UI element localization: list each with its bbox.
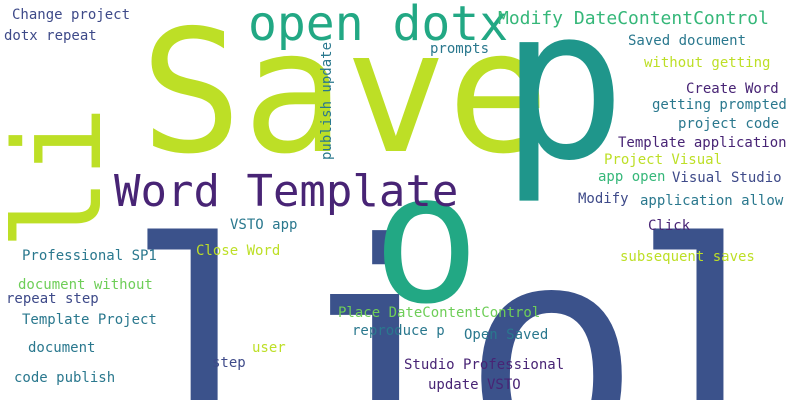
word-close-word: Close Word xyxy=(196,244,280,258)
word-publish-update: publish update xyxy=(320,42,334,160)
word-modify-datecontentcontrol: Modify DateContentControl xyxy=(498,10,769,28)
word-studio-professional: Studio Professional xyxy=(404,358,564,372)
word-prompts: prompts xyxy=(430,42,489,56)
word-visual-studio: Visual Studio xyxy=(672,171,782,185)
word-document: document xyxy=(28,341,95,355)
word-template-application: Template application xyxy=(618,136,787,150)
word-project-code: project code xyxy=(678,117,779,131)
word-application-allow: application allow xyxy=(640,194,783,208)
word-subsequent-saves: subsequent saves xyxy=(620,250,755,264)
word-dotx-repeat: dotx repeat xyxy=(4,29,97,43)
word-code-publish: code publish xyxy=(14,371,115,385)
word-getting-prompted: getting prompted xyxy=(652,98,787,112)
word-professional-sp1: Professional SP1 xyxy=(22,249,157,263)
word-update-vsto: update VSTO xyxy=(428,378,521,392)
word-user: user xyxy=(252,341,286,355)
word-reproduce-p: reproduce p xyxy=(352,324,445,338)
word-app-open: app open xyxy=(598,170,665,184)
word-word-template: Word Template xyxy=(114,170,458,214)
word-step: step xyxy=(212,356,246,370)
word-repeat-step: repeat step xyxy=(6,292,99,306)
word-without-getting: without getting xyxy=(644,56,770,70)
word-change-project: Change project xyxy=(12,8,130,22)
word-open-saved: Open Saved xyxy=(464,328,548,342)
word-place-datecontentcontrol: Place DateContentControl xyxy=(338,306,540,320)
word-modify: Modify xyxy=(578,192,629,206)
word-project-visual: Project Visual xyxy=(604,153,722,167)
word-vsto-app: VSTO app xyxy=(230,218,297,232)
word-li: li xyxy=(0,106,120,251)
word-create-word: Create Word xyxy=(686,82,779,96)
word-document-without: document without xyxy=(18,278,153,292)
word-template-project: Template Project xyxy=(22,313,157,327)
word-click: Click xyxy=(648,219,690,233)
word-saved-document: Saved document xyxy=(628,34,746,48)
